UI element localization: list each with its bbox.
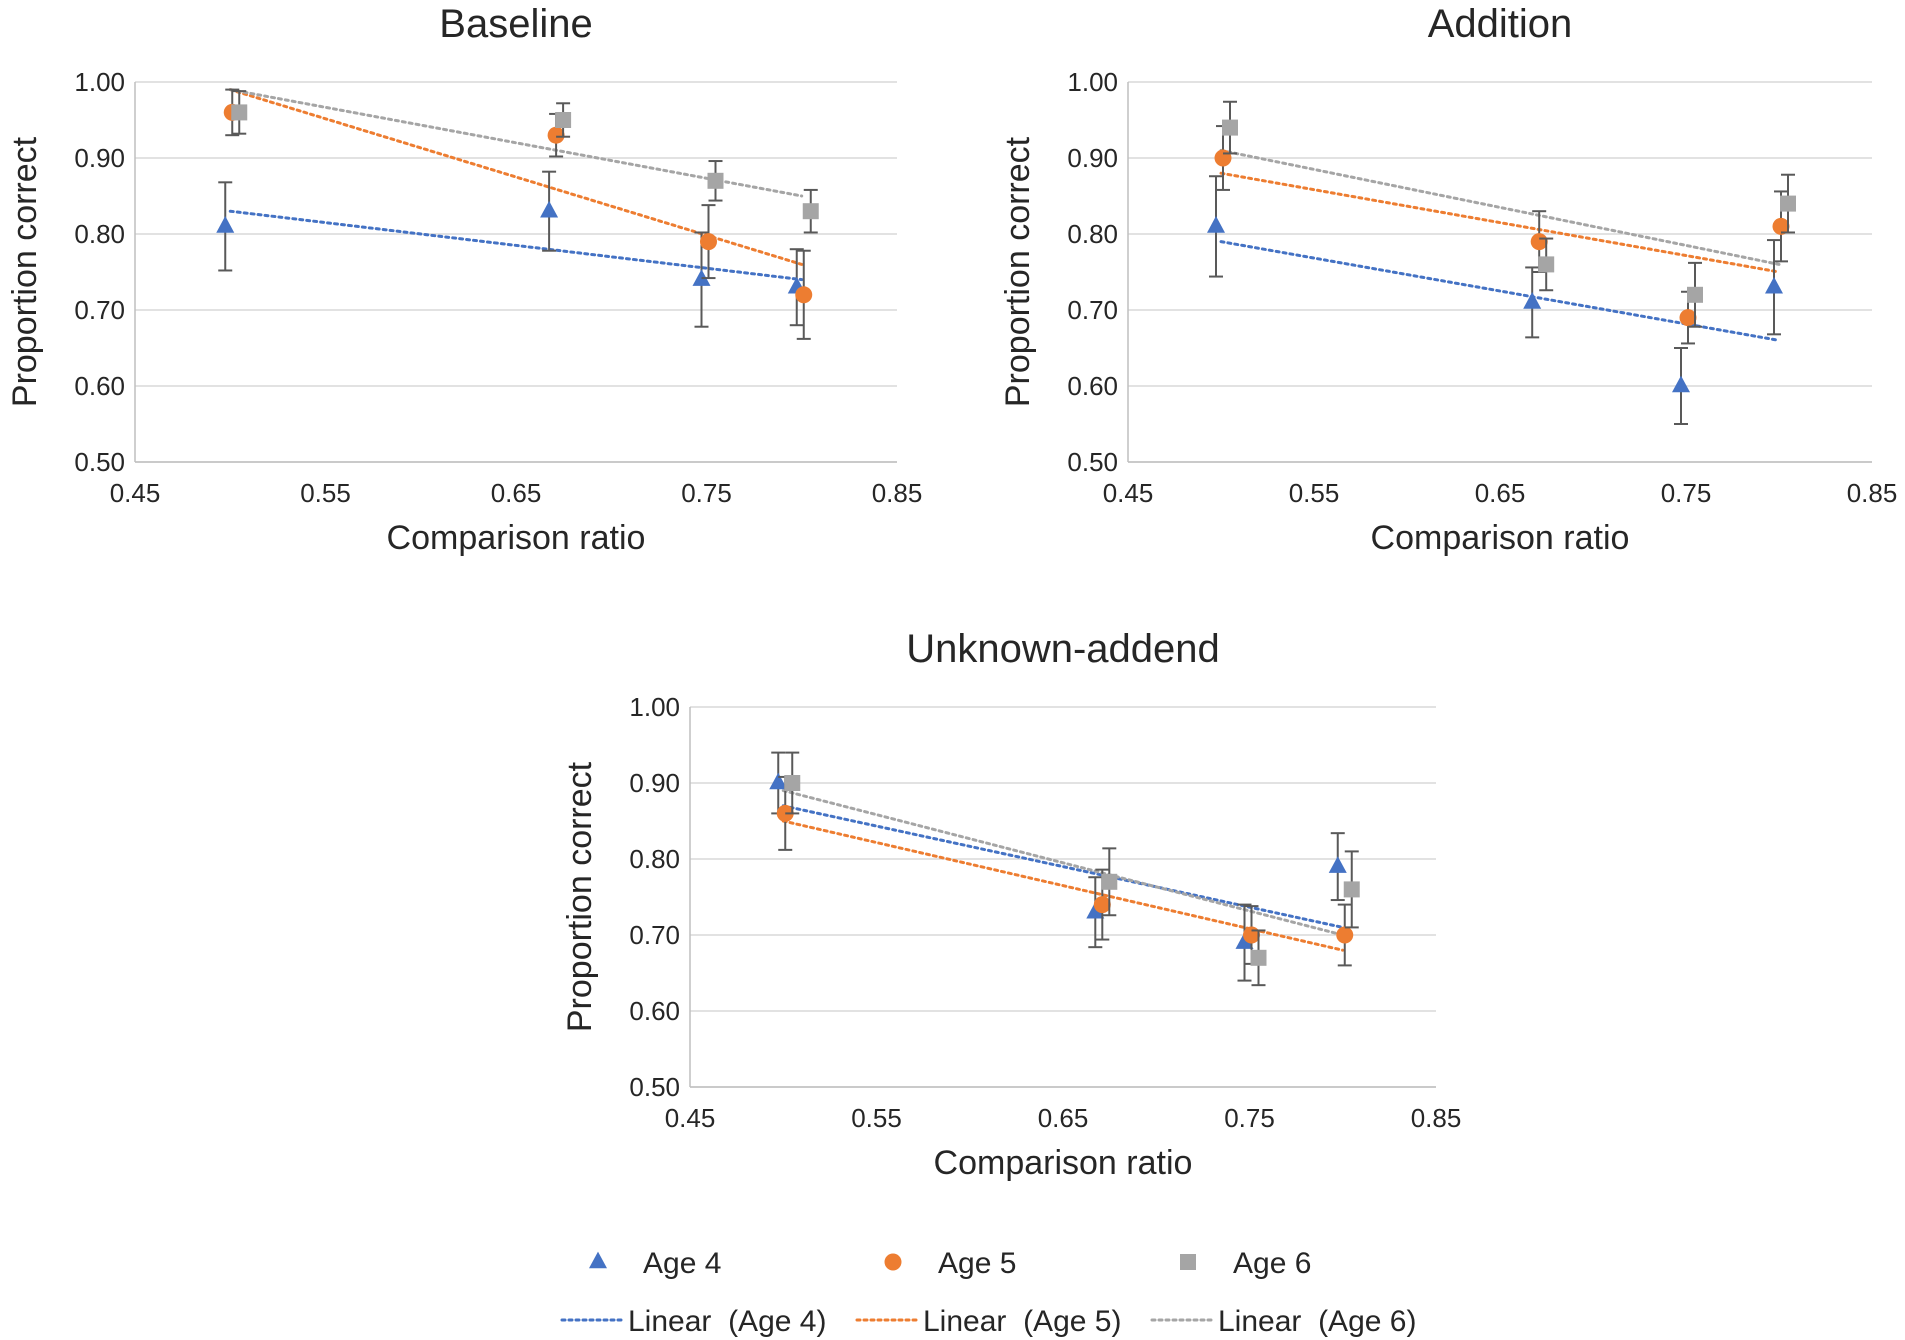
x-tick-label: 0.65 (1475, 478, 1526, 508)
x-tick-label: 0.75 (1224, 1103, 1275, 1133)
data-point-age-6 (802, 203, 819, 220)
legend-marker-age-4 (589, 1251, 607, 1269)
x-tick-label: 0.65 (1038, 1103, 1089, 1133)
data-point-age-5 (700, 233, 717, 251)
trendline-age-4 (228, 209, 804, 282)
data-point-age-4 (1207, 216, 1225, 233)
chart-title: Addition (1428, 2, 1573, 46)
data-point-age-5 (547, 126, 565, 144)
data-point-age-4 (216, 216, 235, 233)
data-point-age-4 (1328, 856, 1347, 873)
y-axis-title: Proportion correct (999, 136, 1037, 407)
y-tick-label: 0.80 (1067, 219, 1118, 249)
x-axis-title: Comparison ratio (934, 1144, 1193, 1182)
legend-label: Linear (Age 4) (628, 1305, 826, 1338)
y-tick-label: 0.50 (1067, 447, 1118, 477)
data-point-age-5 (1530, 233, 1548, 251)
data-point-age-6 (1343, 881, 1360, 898)
y-tick-label: 0.80 (74, 219, 125, 249)
data-point-age-4 (769, 772, 788, 790)
x-tick-label: 0.55 (851, 1103, 902, 1133)
legend-label: Linear (Age 6) (1218, 1305, 1416, 1338)
trendline-age-6 (228, 88, 804, 198)
x-tick-label: 0.75 (681, 478, 732, 508)
legend: Age 4 Age 5 Age 6 Linear (Age 4) Linear (Age… (560, 1247, 1416, 1338)
data-point-age-4 (1523, 292, 1542, 309)
legend-label: Age 4 (643, 1247, 721, 1280)
x-tick-label: 0.45 (1103, 478, 1154, 508)
chart-panel-addition: 0.50 0.60 0.70 0.80 0.90 1.00 0.45 0.55 0.65 0.75… (999, 2, 1897, 557)
data-point-age-4 (1765, 276, 1783, 294)
y-tick-label: 1.00 (74, 67, 125, 97)
data-point-age-6 (1101, 873, 1118, 890)
chart-panels: 0.50 0.60 0.70 0.80 0.90 1.00 0.45 0.55 0.65 0.75… (6, 2, 1897, 1182)
data-point-age-5 (1336, 926, 1354, 944)
chart-panel-unknown-addend: 0.50 0.60 0.70 0.80 0.90 1.00 0.45 0.55 0.65 0.75… (561, 627, 1461, 1182)
legend-label: Age 5 (938, 1247, 1016, 1280)
data-point-age-6 (1687, 286, 1703, 303)
x-tick-label: 0.55 (1289, 478, 1340, 508)
y-tick-label: 0.70 (74, 295, 125, 325)
data-point-age-6 (1222, 119, 1238, 136)
trendline-age-6 (1219, 148, 1781, 266)
data-point-age-6 (784, 775, 801, 791)
data-point-age-5 (1679, 309, 1697, 327)
data-point-age-6 (1538, 256, 1555, 273)
y-tick-label: 0.80 (629, 844, 680, 874)
data-point-age-4 (1235, 932, 1254, 949)
data-point-age-4 (540, 200, 559, 218)
y-tick-label: 0.90 (74, 143, 125, 173)
data-point-age-5 (795, 286, 813, 304)
trendline-age-5 (1219, 171, 1781, 274)
y-tick-label: 0.60 (74, 371, 125, 401)
data-point-age-5 (1243, 926, 1260, 944)
y-tick-label: 0.60 (629, 996, 680, 1026)
legend-marker-age-5 (884, 1253, 902, 1271)
data-point-age-5 (1214, 149, 1232, 167)
x-axis-title: Comparison ratio (1371, 519, 1630, 557)
x-tick-label: 0.85 (872, 478, 923, 508)
y-tick-label: 0.50 (74, 447, 125, 477)
data-point-age-5 (1093, 896, 1111, 914)
y-tick-label: 1.00 (629, 692, 680, 722)
data-point-age-6 (1250, 949, 1267, 966)
data-point-age-4 (1672, 375, 1690, 393)
x-tick-label: 0.85 (1847, 478, 1898, 508)
y-tick-label: 0.90 (1067, 143, 1118, 173)
trendline-age-4 (781, 804, 1345, 929)
x-tick-label: 0.55 (300, 478, 351, 508)
data-point-age-6 (555, 112, 572, 128)
x-tick-label: 0.85 (1411, 1103, 1462, 1133)
y-tick-label: 0.90 (629, 768, 680, 798)
trendline-age-6 (781, 789, 1345, 937)
y-tick-label: 1.00 (1067, 67, 1118, 97)
data-point-age-6 (1780, 195, 1796, 212)
y-tick-label: 0.70 (1067, 295, 1118, 325)
chart-title: Unknown-addend (906, 627, 1220, 671)
x-tick-label: 0.75 (1661, 478, 1712, 508)
y-axis-title: Proportion correct (561, 761, 599, 1032)
x-tick-label: 0.45 (665, 1103, 716, 1133)
y-axis-title: Proportion correct (6, 136, 44, 407)
legend-label: Linear (Age 5) (923, 1305, 1121, 1338)
x-tick-label: 0.65 (491, 478, 542, 508)
y-tick-label: 0.60 (1067, 371, 1118, 401)
chart-title: Baseline (439, 2, 592, 46)
y-tick-label: 0.70 (629, 920, 680, 950)
data-point-age-6 (707, 172, 724, 189)
x-axis-title: Comparison ratio (387, 519, 646, 557)
data-point-age-6 (231, 104, 248, 121)
chart-panel-baseline: 0.50 0.60 0.70 0.80 0.90 1.00 0.45 0.55 0.65 0.75… (6, 2, 922, 557)
y-tick-label: 0.50 (629, 1072, 680, 1102)
legend-marker-age-6 (1180, 1254, 1196, 1270)
data-point-age-4 (1086, 901, 1105, 919)
x-tick-label: 0.45 (110, 478, 161, 508)
data-point-age-5 (1772, 217, 1790, 235)
legend-label: Age 6 (1233, 1247, 1311, 1280)
